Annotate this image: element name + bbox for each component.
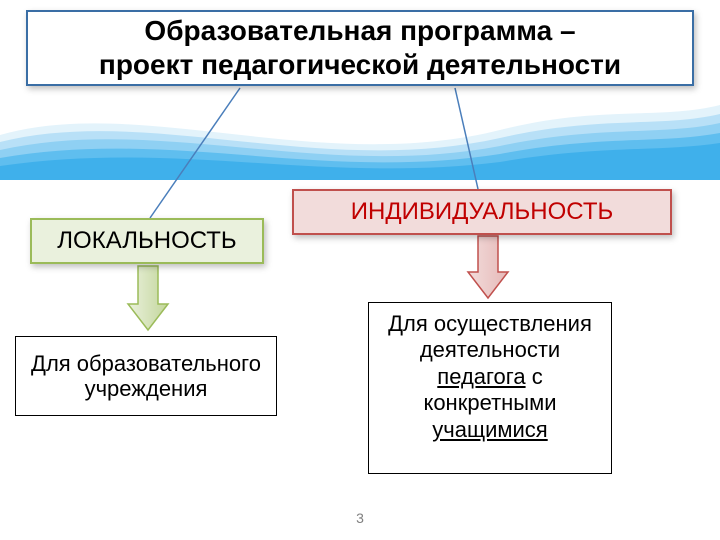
title-line-2: проект педагогической деятельности	[99, 48, 621, 82]
title-line-1: Образовательная программа –	[144, 14, 575, 48]
arrow-down-red	[466, 234, 510, 300]
locality-label: ЛОКАЛЬНОСТЬ	[57, 227, 236, 255]
individuality-box: ИНДИВИДУАЛЬНОСТЬ	[292, 189, 672, 235]
locality-box: ЛОКАЛЬНОСТЬ	[30, 218, 264, 264]
title-box: Образовательная программа – проект педаг…	[26, 10, 694, 86]
individuality-label: ИНДИВИДУАЛЬНОСТЬ	[351, 198, 614, 226]
arrow-down-green	[126, 264, 170, 332]
